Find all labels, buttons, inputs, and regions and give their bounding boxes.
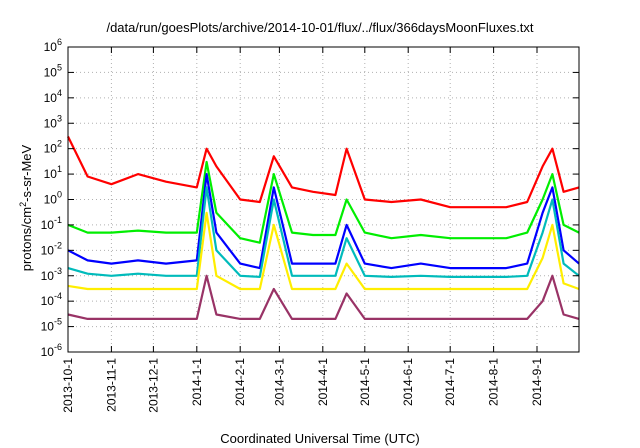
y-tick-label: 10-4 [41,291,62,308]
y-tick-base: 10 [44,40,58,54]
y-tick-label: 105 [44,62,62,79]
y-tick-base: 10 [44,142,58,156]
series-line [67,173,580,270]
x-tick-label: 2013-12-1 [146,358,160,413]
tick-layer: 10-610-510-410-310-210-11001011021031041… [41,37,579,413]
y-tick-exponent: -4 [54,291,62,301]
y-tick-label: 102 [44,139,62,156]
x-tick-label: 2014-5-1 [358,358,372,406]
y-tick-label: 103 [44,113,62,130]
x-tick-label: 2014-2-1 [233,358,247,406]
y-tick-base: 10 [41,269,55,283]
y-tick-exponent: -1 [54,215,62,225]
x-tick-label: 2014-6-1 [401,358,415,406]
y-tick-label: 10-5 [41,317,62,334]
y-tick-base: 10 [41,345,55,359]
y-tick-label: 10-1 [41,215,62,232]
x-tick-label: 2014-3-1 [272,358,286,406]
x-tick-label: 2014-8-1 [487,358,501,406]
y-tick-label: 106 [44,37,62,54]
y-tick-exponent: -3 [54,266,62,276]
y-tick-label: 101 [44,164,62,181]
y-tick-exponent: 3 [57,113,62,123]
series-line [67,136,580,209]
y-tick-label: 100 [44,190,62,207]
x-tick-label: 2014-4-1 [316,358,330,406]
y-tick-exponent: -5 [54,317,62,327]
x-axis-label: Coordinated Universal Time (UTC) [220,431,420,446]
y-tick-base: 10 [44,116,58,130]
y-tick-exponent: 1 [57,164,62,174]
y-tick-exponent: -2 [54,240,62,250]
y-tick-exponent: 0 [57,190,62,200]
series-layer [67,136,580,320]
y-tick-label: 104 [44,88,62,105]
y-tick-base: 10 [41,294,55,308]
series-line [67,274,580,320]
series-line [67,186,580,278]
y-tick-base: 10 [44,193,58,207]
x-tick-label: 2014-7-1 [443,358,457,406]
x-tick-label: 2014-1-1 [190,358,204,406]
x-tick-label: 2014-9-1 [530,358,544,406]
series-line [67,211,580,291]
y-tick-base: 10 [44,167,58,181]
grid-layer [68,47,579,352]
y-tick-base: 10 [44,65,58,79]
y-tick-base: 10 [41,320,55,334]
y-tick-label: 10-2 [41,240,62,257]
y-tick-base: 10 [41,218,55,232]
y-tick-exponent: 6 [57,37,62,47]
series-line [67,160,580,244]
y-tick-base: 10 [44,91,58,105]
y-tick-label: 10-6 [41,342,62,359]
y-tick-exponent: 4 [57,88,62,98]
y-tick-base: 10 [41,243,55,257]
chart-title: /data/run/goesPlots/archive/2014-10-01/f… [106,20,534,35]
y-tick-label: 10-3 [41,266,62,283]
y-tick-exponent: 2 [57,139,62,149]
x-tick-label: 2013-11-1 [104,358,118,412]
x-tick-label: 2013-10-1 [61,358,75,413]
y-tick-exponent: -6 [54,342,62,352]
y-tick-exponent: 5 [57,62,62,72]
